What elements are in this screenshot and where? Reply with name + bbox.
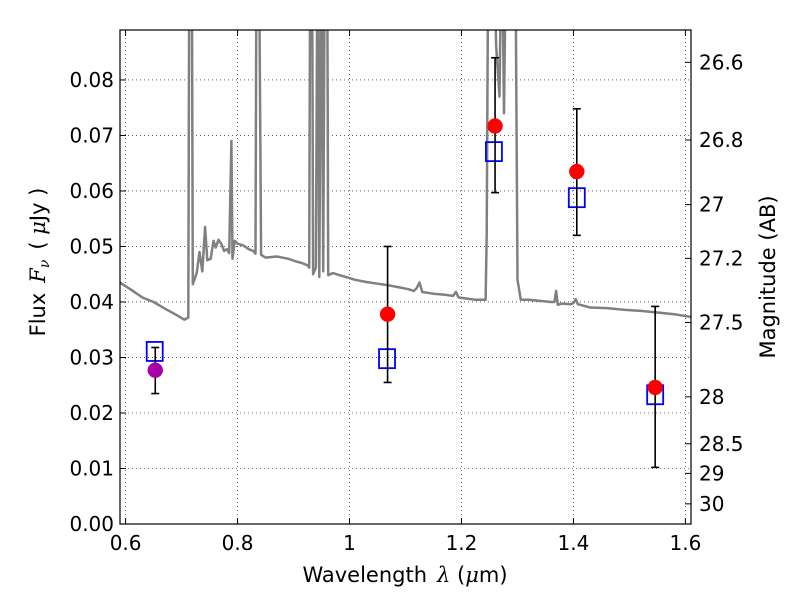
y-tick-label: 0.07 — [69, 123, 114, 147]
observed-flux-point — [647, 379, 663, 396]
y-tick-label: 0.06 — [69, 179, 114, 203]
x-tick-label: 1.6 — [669, 531, 701, 555]
y2-tick-label: 28.5 — [699, 432, 744, 456]
observed-flux-point — [487, 118, 503, 134]
y-tick-label: 0.02 — [69, 401, 114, 425]
x-tick-label: 1.4 — [558, 531, 590, 555]
x-tick-label: 0.6 — [110, 531, 142, 555]
y2-tick-label: 27 — [699, 193, 724, 217]
y2-tick-label: 26.8 — [699, 128, 744, 152]
y2-tick-label: 27.5 — [699, 310, 744, 334]
observed-flux-point — [379, 306, 396, 322]
plot-frame — [119, 29, 692, 525]
x-tick-label: 1 — [343, 531, 356, 555]
y2-tick-label: 26.6 — [699, 50, 744, 74]
x-tick-label: 0.8 — [222, 531, 254, 555]
x-tick-label: 1.2 — [446, 531, 478, 555]
observed-flux-point — [147, 362, 164, 378]
observed-flux-point — [569, 163, 585, 180]
y2-tick-label: 30 — [699, 492, 724, 516]
ticks: 0.6 0.8 1 1.2 1.4 1.6 0.00 0.01 0.02 0.03 0.04 0.05… — [69, 30, 744, 555]
x-axis-label: Wavelength λ (μm) — [302, 563, 507, 587]
y-tick-label: 0.00 — [69, 512, 114, 536]
model-spectrum-line — [120, 30, 691, 321]
y-tick-label: 0.01 — [69, 456, 114, 480]
y-tick-label: 0.08 — [69, 68, 114, 92]
y-tick-label: 0.05 — [69, 234, 114, 258]
y2-tick-label: 27.2 — [699, 246, 744, 270]
y-axis-label: FluxFν( μJy ) — [26, 188, 53, 337]
y-tick-label: 0.04 — [69, 290, 114, 314]
y2-tick-label: 28 — [699, 385, 724, 409]
y-tick-label: 0.03 — [69, 345, 114, 369]
plot-area — [120, 30, 691, 469]
model-photometry-square — [485, 141, 503, 163]
y2-tick-label: 29 — [699, 461, 724, 485]
y2-axis-label: Magnitude (AB) — [756, 195, 780, 358]
